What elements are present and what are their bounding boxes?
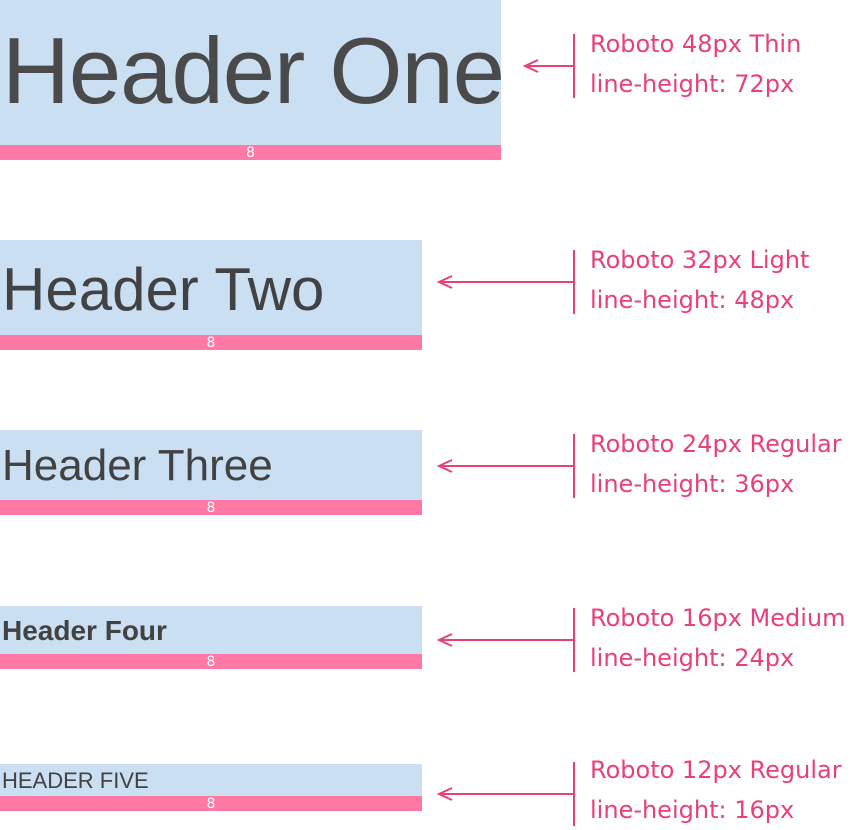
header-two-text: Header Two (2, 256, 325, 323)
header-four-font-spec: Roboto 16px Medium (590, 604, 846, 632)
header-five-baseline-bar: 8 (0, 796, 422, 811)
header-two-box: Header Two (0, 240, 422, 335)
header-two-bar-label: 8 (206, 334, 216, 351)
header-three-text: Header Three (2, 441, 273, 490)
header-five-arrow-icon (436, 762, 575, 826)
header-three-baseline-bar: 8 (0, 500, 422, 515)
header-three-line-height-spec: line-height: 36px (590, 470, 795, 498)
header-five-font-spec: Roboto 12px Regular (590, 756, 842, 784)
header-two-line-height-spec: line-height: 48px (590, 286, 795, 314)
header-four-text: Header Four (2, 615, 167, 646)
header-one-arrow-icon (522, 34, 575, 98)
header-two-font-spec: Roboto 32px Light (590, 246, 810, 274)
header-five-bar-label: 8 (206, 795, 216, 812)
header-three-arrow-icon (436, 434, 575, 498)
header-four-arrow-icon (436, 608, 575, 672)
header-five-line-height-spec: line-height: 16px (590, 796, 795, 824)
header-one-text: Header One (2, 18, 501, 123)
header-three-bar-label: 8 (206, 499, 216, 516)
header-one-line-height-spec: line-height: 72px (590, 70, 795, 98)
header-one-bar-label: 8 (246, 144, 255, 161)
header-four-box: Header Four (0, 606, 422, 654)
header-four-bar-label: 8 (206, 653, 216, 670)
header-two-arrow-icon (436, 250, 575, 314)
header-four-baseline-bar: 8 (0, 654, 422, 669)
header-three-box: Header Three (0, 430, 422, 500)
header-one-baseline-bar: 8 (0, 145, 501, 160)
header-five-text: HEADER FIVE (2, 768, 149, 793)
header-four-line-height-spec: line-height: 24px (590, 644, 795, 672)
header-one-font-spec: Roboto 48px Thin (590, 30, 802, 58)
header-five-box: HEADER FIVE (0, 764, 422, 796)
header-two-baseline-bar: 8 (0, 335, 422, 350)
header-one-box: Header One (0, 0, 501, 145)
header-three-font-spec: Roboto 24px Regular (590, 430, 842, 458)
